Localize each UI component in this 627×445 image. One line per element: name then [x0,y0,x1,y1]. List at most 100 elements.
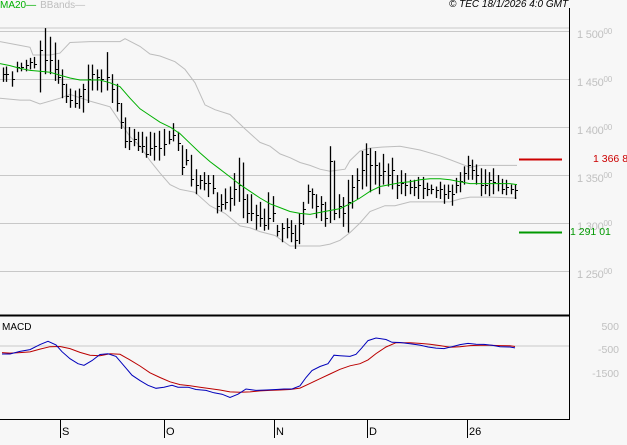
ohlc-bar [422,176,426,199]
ohlc-bar [447,184,451,199]
ohlc-bar [212,175,216,195]
ohlc-bar [467,155,471,180]
ohlc-bar [475,164,479,185]
ohlc-bar [203,172,207,191]
ohlc-bar [54,42,58,81]
ohlc-bar [480,168,484,197]
ohlc-bar [365,143,369,187]
ohlc-bar [65,83,69,103]
ohlc-bar [298,213,302,245]
ohlc-bar [413,179,417,197]
legend-bbands-label: BBands [40,0,76,11]
ohlc-bar [199,175,203,190]
ohlc-bar [378,162,382,195]
ohlc-bar [250,194,254,222]
price-axis-label: 1 40000 [577,122,613,137]
ohlc-bar [61,69,65,99]
macd-lines [1,337,516,399]
x-axis-label: D [369,426,377,438]
ohlc-bar [106,52,110,91]
bb-upper-line [0,38,517,172]
ohlc-bar [391,157,395,190]
ohlc-bar [149,131,153,156]
ohlc-bar [238,157,242,202]
ohlc-bar [505,179,509,196]
ohlc-bar [124,117,128,149]
ohlc-bar [396,175,400,199]
ohlc-bar [484,169,488,195]
ohlc-bar [220,194,224,212]
ohlc-bar [49,36,53,75]
ohlc-bar [195,169,199,195]
ohlc-bar [514,184,518,199]
macd-main-line [2,337,516,399]
ohlc-bar [111,74,115,103]
ohlc-bar [272,196,276,223]
ohlc-bar [177,131,181,151]
ohlc-bar [44,28,48,75]
x-axis-label: O [166,426,175,438]
legend-bbands: BBands— [40,0,86,11]
ohlc-bar [409,179,413,195]
price-gridlines [0,31,569,272]
ohlc-bar [324,201,328,227]
price-axis-label: 1 25000 [577,266,613,281]
ohlc-bar [387,163,391,187]
ohlc-bar [168,130,172,145]
macd-axis-label: 500 [601,320,619,333]
ohlc-bar [488,172,492,197]
ohlc-bar [510,184,514,195]
legend-ma20: MA20— [0,0,37,11]
ohlc-bar [141,131,145,153]
ohlc-bar [224,188,228,210]
support-label: 1 291 01 [570,225,611,238]
ohlc-bar [57,59,61,84]
ohlc-bar [443,184,447,204]
ohlc-bar [463,166,467,185]
ohlc-bar [82,83,86,113]
ohlc-bar [255,204,259,230]
ohlc-bar [338,194,342,219]
ohlc-bar [190,154,194,187]
ohlc-bar [207,175,211,198]
x-axis-ticks [60,420,468,438]
ohlc-bar [492,168,496,195]
ohlc-bar [471,159,475,180]
ohlc-bar [33,56,37,69]
ohlc-bar [11,71,15,87]
ohlc-bar [290,220,294,243]
ohlc-bar [181,145,185,175]
ohlc-bar [342,197,346,227]
ma20-polyline [0,63,518,215]
price-axis-label: 1 35000 [577,170,613,185]
ohlc-bar [91,64,95,91]
ohlc-bar [426,182,430,197]
ohlc-bar [430,184,434,195]
ohlc-bar [153,132,157,161]
x-axis-label: S [62,426,70,438]
macd-signal-line [1,342,516,393]
ohlc-bar [69,88,73,108]
ohlc-bar [374,151,378,185]
ohlc-bar [120,103,124,129]
price-axis-label: 1 30000 [577,218,613,233]
ohlc-bar [311,188,315,209]
ohlc-bar [163,128,167,156]
ohlc-bars [2,28,518,249]
ohlc-bar [39,40,43,93]
ohlc-bar [417,176,421,199]
price-axis-label: 1 45000 [577,74,613,89]
ohlc-bar [242,162,246,219]
ohlc-bar [145,136,149,158]
ohlc-bar [361,151,365,190]
ma20-line [0,63,518,215]
ohlc-bar [351,175,355,209]
bb-lower-line [0,93,518,247]
ohlc-bar [216,192,220,214]
ohlc-bar [329,146,333,223]
ohlc-bar [263,208,267,231]
ohlc-bar [246,194,250,223]
macd-title: MACD [2,322,32,333]
